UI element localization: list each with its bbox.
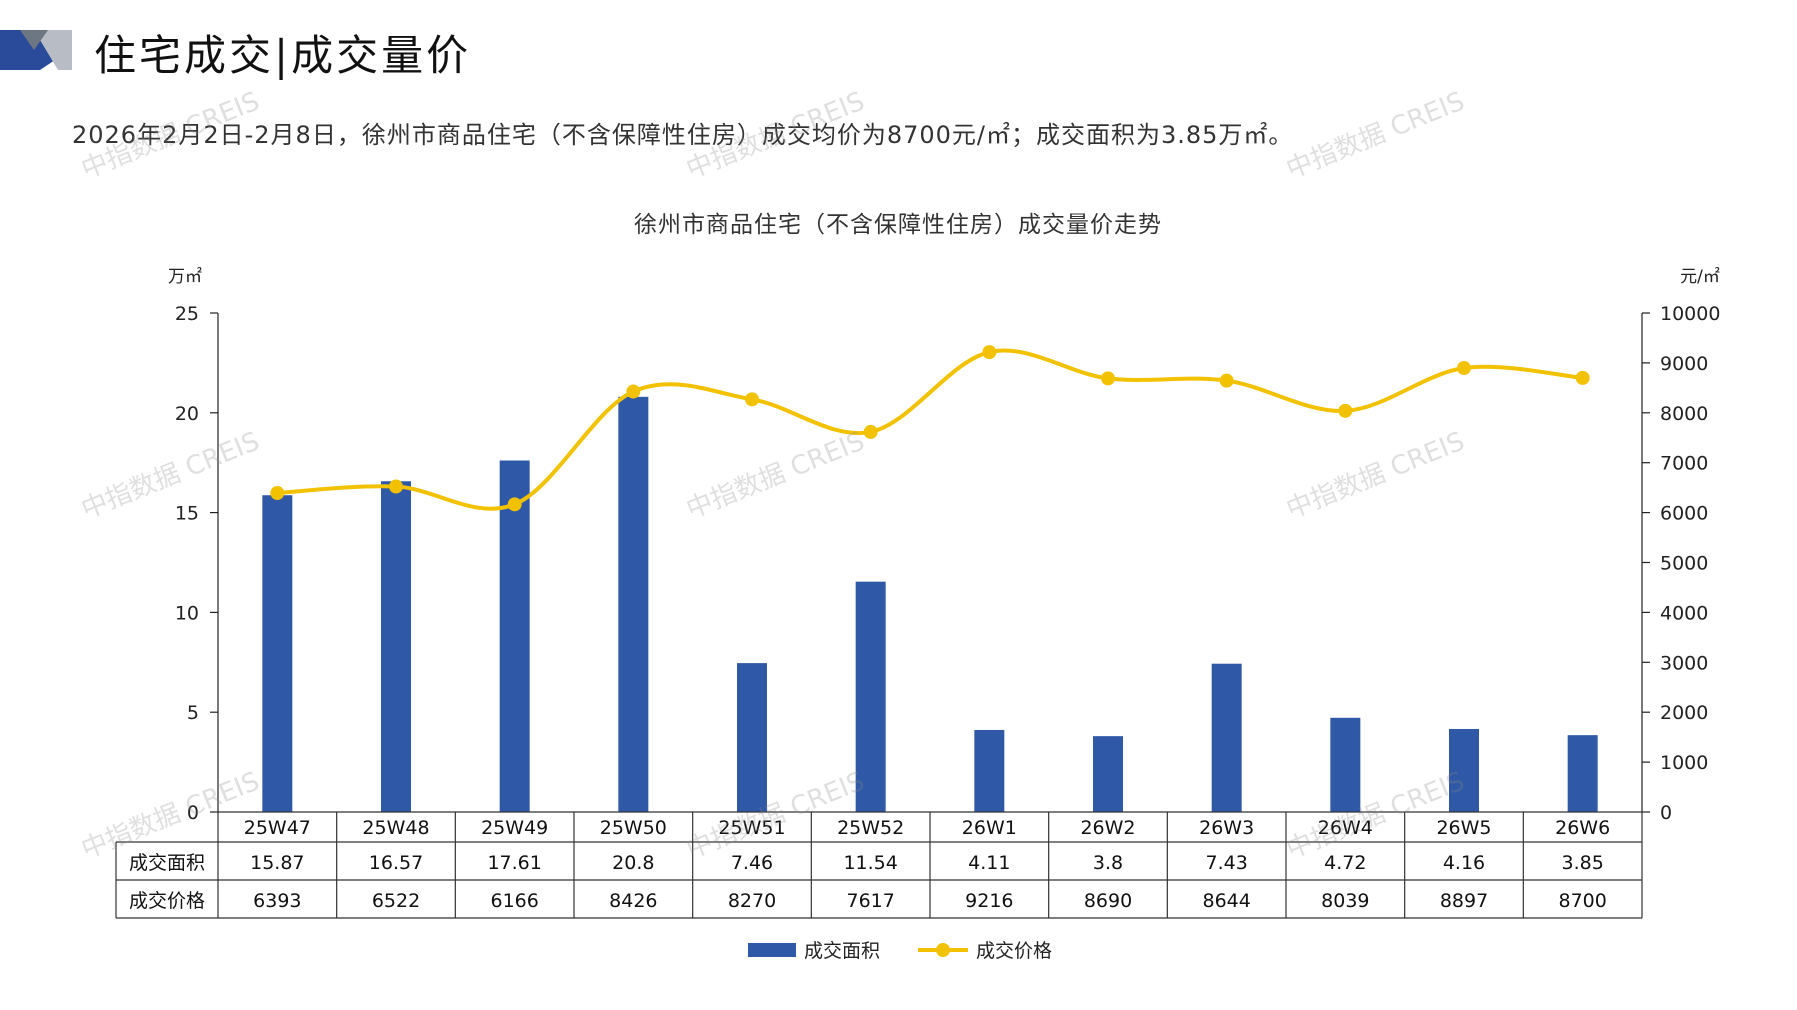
category-label: 26W2: [1080, 817, 1135, 839]
category-label: 26W5: [1436, 817, 1491, 839]
category-label: 25W47: [244, 817, 311, 839]
price-point-25W48: [389, 479, 403, 494]
legend: 成交面积 成交价格: [748, 940, 1052, 962]
area-value-label: 3.8: [1093, 852, 1123, 874]
line-series: [270, 345, 1590, 512]
price-value-label: 8897: [1440, 890, 1488, 912]
category-label: 25W49: [481, 817, 548, 839]
price-value-label: 8426: [609, 890, 657, 912]
price-value-label: 8644: [1202, 890, 1250, 912]
bar-26W1: [974, 729, 1005, 812]
price-value-label: 8690: [1084, 890, 1132, 912]
legend-swatch-marker: [936, 943, 950, 957]
area-value-label: 3.85: [1562, 852, 1604, 874]
category-label: 26W3: [1199, 817, 1254, 839]
price-point-26W5: [1457, 361, 1471, 376]
price-value-label: 6393: [253, 890, 301, 912]
price-value-label: 8270: [728, 890, 776, 912]
table-row-label-area: 成交面积: [129, 852, 205, 874]
category-label: 26W4: [1318, 817, 1373, 839]
area-value-label: 20.8: [612, 852, 654, 874]
price-point-26W4: [1338, 403, 1353, 418]
price-value-label: 6166: [490, 890, 538, 912]
bar-25W50: [618, 396, 649, 812]
right-tick-label: 5000: [1660, 553, 1708, 575]
category-label: 25W48: [362, 817, 429, 839]
price-point-25W50: [626, 384, 641, 399]
price-point-26W3: [1219, 373, 1234, 388]
area-value-label: 4.72: [1324, 852, 1366, 874]
area-value-label: 4.16: [1443, 852, 1485, 874]
left-tick-label: 0: [187, 802, 199, 824]
bar-25W51: [737, 663, 767, 812]
data-table: 25W47 25W48 25W49 25W50 25W51 25W52 26W1 26W2 26…: [115, 811, 1643, 919]
category-label: 25W50: [600, 817, 667, 839]
area-value-label: 4.11: [968, 852, 1010, 874]
price-point-25W49: [507, 497, 522, 512]
category-label: 25W52: [837, 817, 904, 839]
left-tick-label: 10: [175, 602, 199, 624]
right-tick-label: 7000: [1660, 453, 1708, 475]
area-value-label: 11.54: [843, 852, 897, 874]
page-header: [0, 18, 1797, 82]
price-value-label: 7617: [846, 890, 894, 912]
bar-25W48: [381, 481, 411, 812]
axes: 0 5 10 15 20 25 0 1000 2000 3000 4000 5000 6000 7000 8…: [175, 303, 1721, 824]
left-axis-unit: 万㎡: [168, 267, 202, 287]
bar-25W49: [499, 460, 530, 812]
bar-25W47: [262, 495, 293, 812]
left-tick-label: 25: [175, 303, 199, 325]
right-axis-unit: 元/㎡: [1680, 267, 1720, 287]
price-point-25W52: [863, 424, 878, 439]
left-tick-label: 15: [175, 503, 199, 525]
price-point-25W47: [270, 485, 285, 500]
category-label: 26W6: [1555, 817, 1610, 839]
price-value-label: 6522: [372, 890, 420, 912]
legend-label-price: 成交价格: [976, 940, 1052, 962]
bar-26W3: [1211, 663, 1242, 812]
left-tick-label: 5: [187, 702, 199, 724]
price-value-label: 9216: [965, 890, 1013, 912]
right-tick-label: 3000: [1660, 652, 1708, 674]
right-tick-label: 9000: [1660, 353, 1708, 375]
right-tick-label: 4000: [1660, 602, 1708, 624]
price-value-label: 8039: [1321, 890, 1369, 912]
header-logo-shape: [0, 30, 72, 70]
right-tick-label: 2000: [1660, 702, 1708, 724]
bar-26W2: [1093, 736, 1123, 812]
area-value-label: 7.46: [731, 852, 773, 874]
legend-label-area: 成交面积: [804, 940, 880, 962]
area-value-label: 7.43: [1206, 852, 1248, 874]
legend-swatch-area: [748, 943, 796, 957]
price-point-25W51: [745, 392, 759, 407]
bar-25W52: [855, 581, 886, 812]
price-value-label: 8700: [1558, 890, 1606, 912]
right-tick-label: 6000: [1660, 503, 1708, 525]
area-value-label: 17.61: [487, 852, 541, 874]
right-tick-label: 8000: [1660, 403, 1708, 425]
price-point-26W1: [982, 345, 997, 360]
table-row-label-price: 成交价格: [129, 890, 205, 912]
page-title: 住宅成交|成交量价: [94, 31, 472, 80]
price-point-26W6: [1575, 370, 1590, 385]
category-label: 25W51: [718, 817, 785, 839]
area-value-label: 16.57: [369, 852, 423, 874]
price-line: [277, 348, 1583, 511]
bar-26W4: [1330, 717, 1361, 812]
bar-26W6: [1567, 735, 1598, 812]
right-tick-label: 10000: [1660, 303, 1720, 325]
area-value-label: 15.87: [250, 852, 304, 874]
bar-26W5: [1449, 728, 1479, 812]
category-label: 26W1: [962, 817, 1017, 839]
price-point-26W2: [1101, 371, 1115, 386]
right-tick-label: 1000: [1660, 752, 1708, 774]
right-tick-label: 0: [1660, 802, 1672, 824]
summary-text: 2026年2月2日-2月8日，徐州市商品住宅（不含保障性住房）成交均价为8700…: [72, 121, 1294, 149]
bar-series: [262, 396, 1598, 812]
chart-title: 徐州市商品住宅（不含保障性住房）成交量价走势: [634, 212, 1162, 238]
left-tick-label: 20: [175, 403, 199, 425]
